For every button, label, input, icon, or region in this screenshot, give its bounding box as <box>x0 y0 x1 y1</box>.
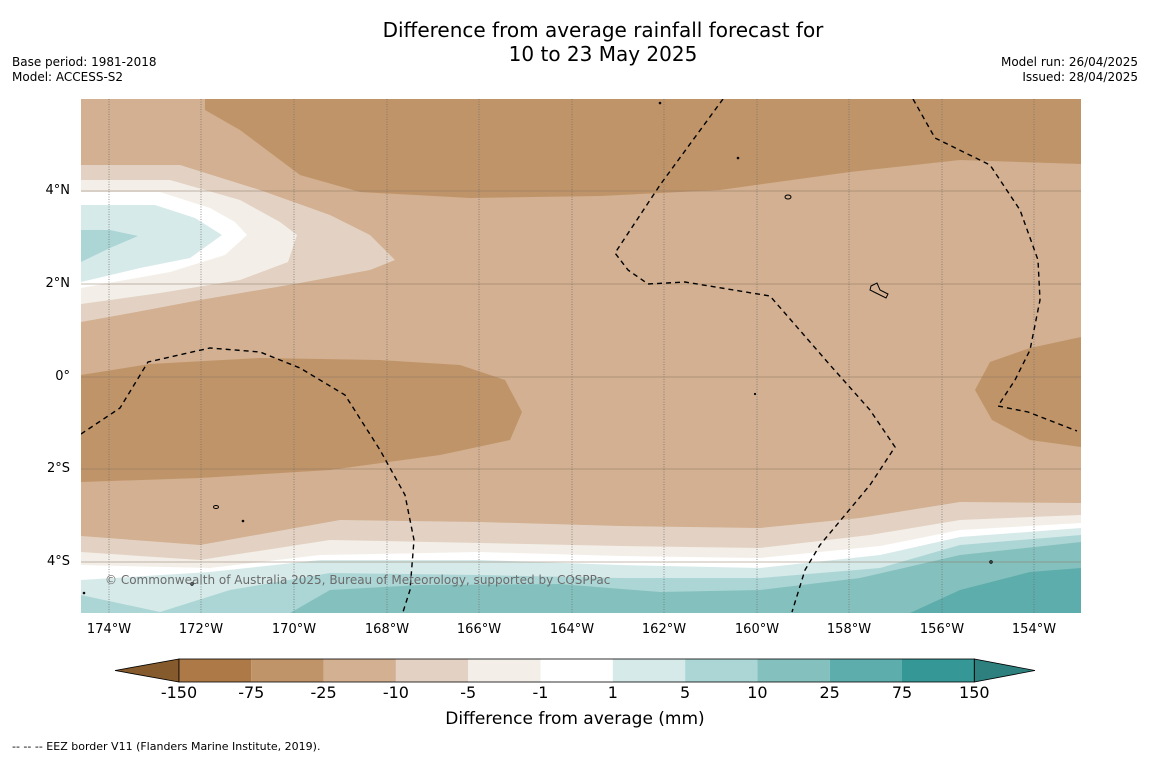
longitude-label: 162°W <box>641 622 687 637</box>
colorbar-segment <box>179 659 252 682</box>
longitude-gridlines <box>108 99 1035 613</box>
longitude-label: 160°W <box>734 622 780 637</box>
colorbar-segment <box>685 659 758 682</box>
eez-footnote: -- -- -- EEZ border V11 (Flanders Marine… <box>12 740 321 753</box>
longitude-label: 174°W <box>86 622 132 637</box>
colorbar <box>114 658 1036 683</box>
colorbar-tick-label: 1 <box>607 683 618 702</box>
colorbar-extension-high <box>973 658 1036 683</box>
colorbar-segment <box>251 659 324 682</box>
colorbar-outline <box>178 658 975 683</box>
colorbar-tick-label: -150 <box>160 683 198 702</box>
latitude-gridlines <box>81 190 1081 563</box>
colorbar-tick-label: 75 <box>891 683 913 702</box>
dry-region-west <box>81 358 522 482</box>
title-line-1: Difference from average rainfall forecas… <box>382 18 824 42</box>
colorbar-segment <box>902 659 975 682</box>
colorbar-segment <box>540 659 613 682</box>
wet-region-south-core <box>290 542 1081 613</box>
dry-region-north <box>205 99 1081 198</box>
colorbar-segment <box>757 659 830 682</box>
colorbar-tick-label: -5 <box>460 683 477 702</box>
wet-core-west <box>81 230 138 262</box>
colorbar-segment <box>395 659 469 682</box>
meta-left: Base period: 1981-2018 Model: ACCESS-S2 <box>12 55 157 85</box>
longitude-label: 172°W <box>178 622 224 637</box>
wet-region-west <box>81 205 222 282</box>
copyright-note: © Commonwealth of Australia 2025, Bureau… <box>105 573 611 587</box>
map-title: Difference from average rainfall forecas… <box>0 18 1150 66</box>
colorbar-segment <box>468 659 541 682</box>
latitude-label: 4°S <box>46 554 70 569</box>
colorbar-tick-label: 25 <box>819 683 840 702</box>
longitude-label: 164°W <box>549 622 595 637</box>
longitude-label: 154°W <box>1011 622 1057 637</box>
colorbar-tick-label: -1 <box>532 683 549 702</box>
wet-region-southeast <box>910 568 1081 613</box>
latitude-label: 4°N <box>45 183 71 198</box>
latitude-label: 2°N <box>45 276 71 291</box>
islands <box>82 101 993 595</box>
colorbar-tick-label: 10 <box>747 683 768 702</box>
colorbar-tick-label: -25 <box>310 683 337 702</box>
model-name: Model: ACCESS-S2 <box>12 70 124 84</box>
colorbar-extension-low <box>114 658 180 683</box>
longitude-label: 158°W <box>826 622 872 637</box>
title-line-2: 10 to 23 May 2025 <box>508 42 698 66</box>
map-plot-area <box>81 99 1081 613</box>
colorbar-segment <box>829 659 902 682</box>
latitude-label: 2°S <box>46 461 70 476</box>
longitude-label: 170°W <box>271 622 317 637</box>
dry-region-east <box>975 337 1081 447</box>
colorbar-tick-label: -75 <box>238 683 265 702</box>
colorbar-segment <box>612 659 686 682</box>
eez-borders <box>81 99 1078 613</box>
meta-right: Model run: 26/04/2025 Issued: 28/04/2025 <box>1001 55 1138 85</box>
model-run: Model run: 26/04/2025 <box>1000 55 1138 69</box>
latitude-label: 0° <box>55 369 70 384</box>
longitude-label: 168°W <box>364 622 410 637</box>
colorbar-tick-label: 150 <box>959 683 990 702</box>
issued-date: Issued: 28/04/2025 <box>1022 70 1138 84</box>
longitude-label: 156°W <box>919 622 965 637</box>
longitude-label: 166°W <box>456 622 502 637</box>
base-period: Base period: 1981-2018 <box>12 55 157 69</box>
colorbar-segment <box>323 659 396 682</box>
colorbar-title: Difference from average (mm) <box>445 709 705 729</box>
colorbar-tick-label: 5 <box>680 683 691 702</box>
colorbar-tick-label: -10 <box>382 683 409 702</box>
